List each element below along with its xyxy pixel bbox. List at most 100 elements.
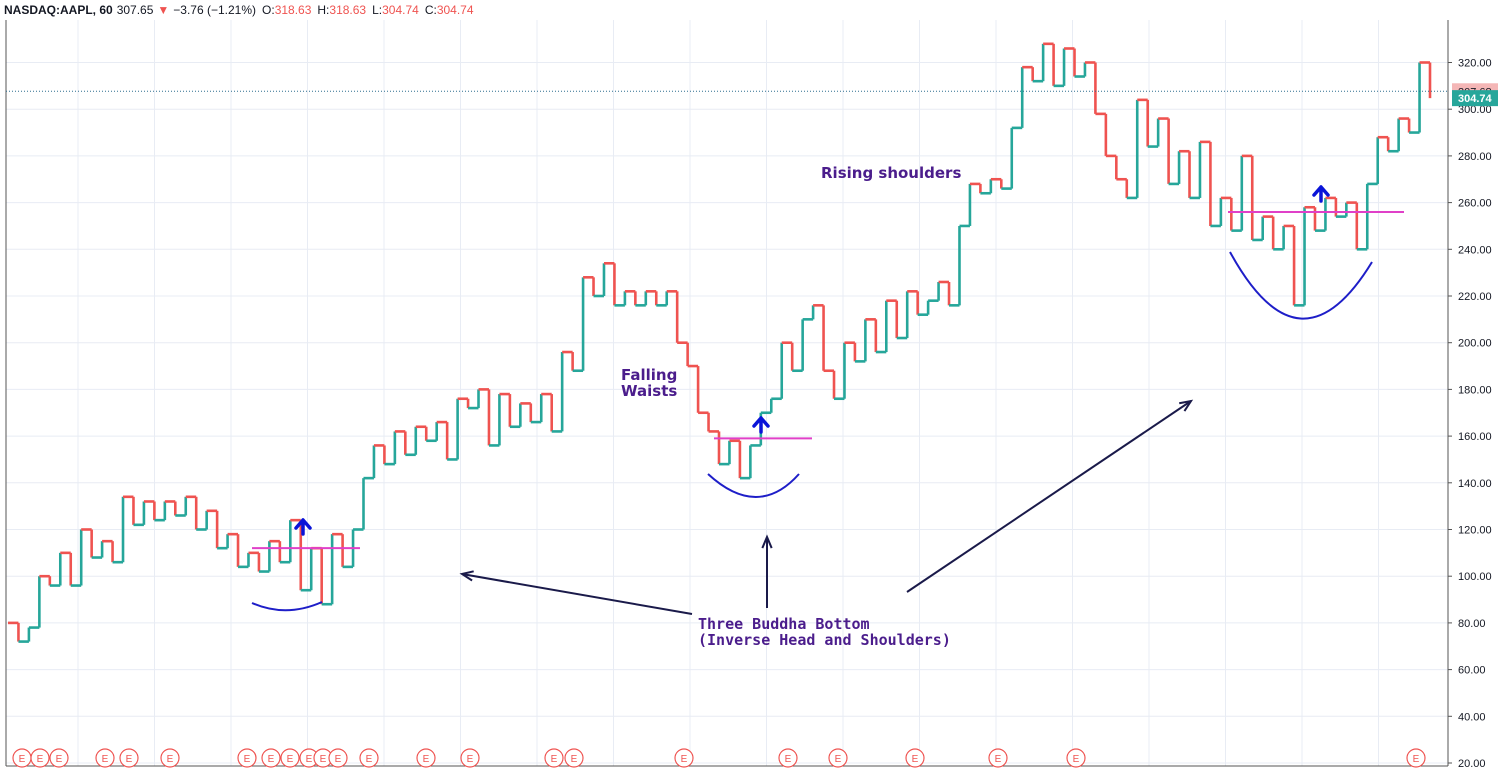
chart-frame [5, 20, 1449, 767]
breakout-up-arrow-icon [752, 416, 770, 434]
earnings-marker-label: E [1073, 754, 1080, 765]
earnings-marker-label: E [835, 754, 842, 765]
price-tick-label: 200.00 [1458, 338, 1492, 350]
earnings-marker-icon[interactable] [95, 748, 115, 768]
close-value: 304.74 [436, 3, 474, 17]
earnings-marker-icon[interactable] [237, 748, 257, 768]
price-tick-label: 100.00 [1458, 571, 1492, 583]
price-tick-label: 280.00 [1458, 151, 1492, 163]
bottom-arc [251, 601, 323, 612]
earnings-marker-label: E [912, 754, 919, 765]
earnings-marker-label: E [287, 754, 294, 765]
price-axis[interactable]: 20.00 40.00 60.00 80.00 100.00 120.00 140.00 16… [1448, 58, 1498, 771]
price-change: −3.76 (−1.21%) [173, 3, 257, 17]
breakout-up-arrow-icon [294, 518, 312, 536]
bottom-arc [1229, 251, 1373, 320]
earnings-marker-label: E [366, 754, 373, 765]
earnings-marker-icon[interactable] [1406, 748, 1426, 768]
pointer-arrowhead-icon [761, 534, 773, 549]
earnings-marker-icon[interactable] [328, 748, 348, 768]
pattern-overlays [6, 90, 1448, 615]
pointer-line [906, 400, 1192, 593]
price-tick-label: 40.00 [1458, 711, 1486, 723]
price-tick-label: 140.00 [1458, 478, 1492, 490]
earnings-marker-icon[interactable] [674, 748, 694, 768]
pointer-line [461, 573, 693, 615]
earnings-marker-label: E [268, 754, 275, 765]
price-tick-label: 180.00 [1458, 384, 1492, 396]
chart-legend-header: NASDAQ:AAPL, 60 307.65 ▼ −3.76 (−1.21%) … [4, 2, 474, 18]
open-value: 318.63 [274, 3, 312, 17]
earnings-marker-label: E [551, 754, 558, 765]
price-tick-label: 120.00 [1458, 525, 1492, 537]
high-label: H: [317, 3, 330, 17]
kagi-series [8, 42, 1432, 643]
high-value: 318.63 [329, 3, 367, 17]
earnings-marker-label: E [126, 754, 133, 765]
earnings-marker-label: E [102, 754, 109, 765]
earnings-marker-label: E [571, 754, 578, 765]
earnings-marker-label: E [320, 754, 327, 765]
earnings-marker-label: E [681, 754, 688, 765]
earnings-marker-label: E [244, 754, 251, 765]
pointer-arrowhead-icon [1179, 399, 1194, 412]
earnings-marker-label: E [467, 754, 474, 765]
annotations: Rising shoulders Falling Waists Three Bu… [621, 164, 961, 649]
earnings-marker-icon[interactable] [460, 748, 480, 768]
earnings-marker-label: E [423, 754, 430, 765]
earnings-marker-icon[interactable] [778, 748, 798, 768]
price-tick-label: 260.00 [1458, 198, 1492, 210]
price-tick-label: 300.00 [1458, 104, 1492, 116]
falling-waists-label-line2: Waists [621, 382, 677, 400]
earnings-marker-label: E [56, 754, 63, 765]
earnings-marker-icon[interactable] [416, 748, 436, 768]
breakout-up-arrow-icon [1312, 185, 1330, 203]
earnings-marker-icon[interactable] [1066, 748, 1086, 768]
earnings-marker-icon[interactable] [905, 748, 925, 768]
low-label: L: [372, 3, 383, 17]
open-label: O: [262, 3, 275, 17]
earnings-marker-icon[interactable] [119, 748, 139, 768]
last-price-badge-label: 304.74 [1458, 93, 1493, 105]
price-tick-label: 20.00 [1458, 758, 1486, 770]
earnings-marker-label: E [1413, 754, 1420, 765]
earnings-marker-label: E [167, 754, 174, 765]
earnings-marker-icon[interactable] [30, 748, 50, 768]
price-tick-label: 240.00 [1458, 244, 1492, 256]
low-value: 304.74 [382, 3, 419, 17]
price-tick-label: 160.00 [1458, 431, 1492, 443]
price-tick-label: 80.00 [1458, 618, 1486, 630]
earnings-marker-label: E [785, 754, 792, 765]
grid [6, 20, 1448, 766]
price-tick-label: 60.00 [1458, 665, 1486, 677]
pattern-label-line1: Three Buddha Bottom [698, 615, 870, 633]
earnings-marker-label: E [335, 754, 342, 765]
price-tick-label: 220.00 [1458, 291, 1492, 303]
price-tick-label: 320.00 [1458, 58, 1492, 70]
rising-shoulders-label: Rising shoulders [821, 164, 961, 182]
earnings-marker-icon[interactable] [359, 748, 379, 768]
earnings-marker-label: E [995, 754, 1002, 765]
pointer-arrowhead-icon [459, 570, 474, 582]
symbol-label[interactable]: NASDAQ:AAPL, 60 [4, 3, 113, 17]
down-arrow-icon: ▼ [157, 3, 170, 17]
earnings-marker-icon[interactable] [160, 748, 180, 768]
close-label: C: [424, 3, 437, 17]
earnings-marker-icon[interactable] [828, 748, 848, 768]
last-price-badge [1452, 90, 1498, 107]
earnings-marker-label: E [37, 754, 44, 765]
earnings-marker-icon[interactable] [544, 748, 564, 768]
falling-waists-label-line1: Falling [621, 366, 677, 384]
earnings-marker-label: E [19, 754, 26, 765]
earnings-marker-icon[interactable] [564, 748, 584, 768]
earnings-marker-icon[interactable] [280, 748, 300, 768]
earnings-marker-icon[interactable] [988, 748, 1008, 768]
earnings-marker-icon[interactable] [261, 748, 281, 768]
earnings-marker-label: E [306, 754, 313, 765]
bottom-arc [707, 473, 800, 498]
earnings-marker-icon[interactable] [49, 748, 69, 768]
last-price: 307.65 [116, 3, 154, 17]
pattern-label-line2: (Inverse Head and Shoulders) [698, 631, 951, 649]
